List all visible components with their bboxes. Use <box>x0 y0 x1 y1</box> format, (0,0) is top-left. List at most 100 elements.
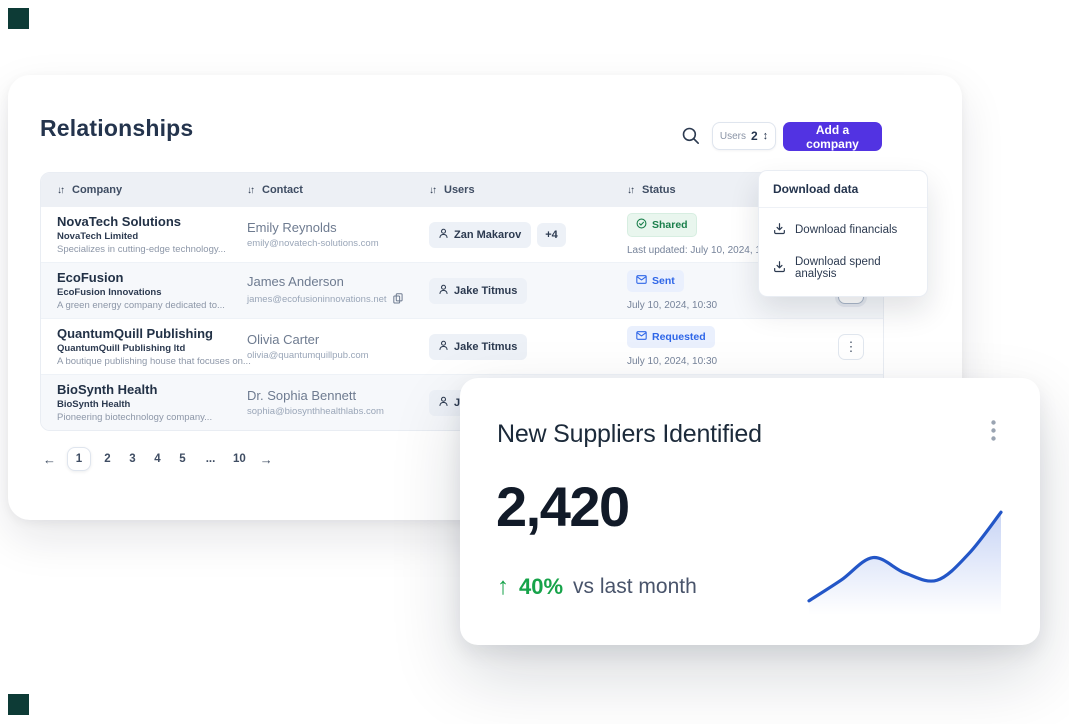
next-page-button[interactable]: → <box>257 447 276 471</box>
pagination-ellipsis: ... <box>205 453 216 465</box>
company-description: Specializes in cutting-edge technology..… <box>57 243 226 255</box>
status-cell: Shared Last updated: July 10, 2024, 10:3… <box>627 213 819 256</box>
kpi-value: 2,420 <box>496 475 630 538</box>
column-label: Status <box>642 184 676 196</box>
company-cell: NovaTech Solutions NovaTech Limited Spec… <box>57 214 247 255</box>
users-cell: Jake Titmus <box>429 333 627 360</box>
company-cell: QuantumQuill Publishing QuantumQuill Pub… <box>57 326 251 367</box>
column-header-status[interactable]: ↓↑ Status <box>627 184 819 196</box>
company-legal-name: NovaTech Limited <box>57 230 139 242</box>
kpi-title: New Suppliers Identified <box>497 420 762 448</box>
download-icon <box>773 260 786 276</box>
page-button-1[interactable]: 1 <box>67 447 91 471</box>
contact-email: olivia@quantumquillpub.com <box>247 350 429 361</box>
user-chip[interactable]: Zan Makarov <box>429 221 532 248</box>
kpi-delta-row: ↑ 40% vs last month <box>497 574 697 600</box>
decorative-square-bottom <box>8 694 29 715</box>
pagination: ← 1 2 3 4 5 ... 10 → <box>40 447 276 471</box>
menu-item-label: Download spend analysis <box>795 256 881 280</box>
users-cell: Jake Titmus <box>429 277 627 304</box>
sort-icon: ↓↑ <box>627 184 635 196</box>
company-name: NovaTech Solutions <box>57 214 181 230</box>
contact-cell: James Anderson james@ecofusioninnovation… <box>247 274 429 307</box>
add-company-button[interactable]: Add a company <box>783 122 882 151</box>
column-header-company[interactable]: ↓↑ Company <box>57 184 247 196</box>
table-row: QuantumQuill Publishing QuantumQuill Pub… <box>41 318 883 374</box>
company-description: Pioneering biotechnology company... <box>57 411 213 423</box>
column-header-users[interactable]: ↓↑ Users <box>429 184 627 196</box>
page-button-10[interactable]: 10 <box>230 447 249 471</box>
status-badge: Shared <box>627 213 697 237</box>
mail-icon <box>636 331 647 343</box>
users-cell: Zan Makarov +4 <box>429 221 627 248</box>
sort-icon: ↓↑ <box>57 184 65 196</box>
search-button[interactable] <box>680 126 702 148</box>
contact-name: James Anderson <box>247 274 344 289</box>
company-cell: BioSynth Health BioSynth Health Pioneeri… <box>57 382 247 423</box>
copy-email-button[interactable] <box>392 292 403 307</box>
contact-email: james@ecofusioninnovations.net <box>247 292 429 307</box>
table-row: NovaTech Solutions NovaTech Limited Spec… <box>41 207 883 262</box>
download-data-menu: Download data Download financials Downlo… <box>758 170 928 297</box>
status-timestamp: July 10, 2024, 10:30 <box>627 300 718 311</box>
table-row: EcoFusion EcoFusion Innovations A green … <box>41 262 883 318</box>
users-overflow-chip[interactable]: +4 <box>537 222 566 247</box>
column-label: Company <box>72 184 123 196</box>
contact-cell: Olivia Carter olivia@quantumquillpub.com <box>247 332 429 361</box>
company-legal-name: BioSynth Health <box>57 398 131 410</box>
kpi-menu-button[interactable] <box>982 418 1004 446</box>
email-text: james@ecofusioninnovations.net <box>247 294 387 305</box>
menu-item-download-spend-analysis[interactable]: Download spend analysis <box>759 247 927 289</box>
status-timestamp: Last updated: July 10, 2024, 10:30 <box>627 245 781 256</box>
users-filter-select[interactable]: Users 2 ↕ <box>712 122 776 150</box>
contact-name: Emily Reynolds <box>247 220 337 235</box>
page-button-4[interactable]: 4 <box>149 447 166 471</box>
status-badge: Requested <box>627 326 715 348</box>
email-text: sophia@biosynthhealthlabs.com <box>247 406 384 417</box>
company-cell: EcoFusion EcoFusion Innovations A green … <box>57 270 247 311</box>
company-name: EcoFusion <box>57 270 124 286</box>
table-header-row: ↓↑ Company ↓↑ Contact ↓↑ Users ↓↑ Status <box>41 173 883 207</box>
user-chip[interactable]: Jake Titmus <box>429 277 528 304</box>
company-legal-name: QuantumQuill Publishing ltd <box>57 342 186 354</box>
page-button-2[interactable]: 2 <box>99 447 116 471</box>
previous-page-button[interactable]: ← <box>40 447 59 471</box>
contact-name: Olivia Carter <box>247 332 320 347</box>
contact-email: emily@novatech-solutions.com <box>247 238 429 249</box>
download-menu-list: Download financials Download spend analy… <box>759 208 927 296</box>
company-description: A boutique publishing house that focuses… <box>57 355 251 367</box>
sort-icon: ↓↑ <box>429 184 437 196</box>
download-menu-title: Download data <box>759 171 927 208</box>
kpi-delta-percent: 40% <box>519 574 564 599</box>
kpi-card-new-suppliers: New Suppliers Identified 2,420 ↑ 40% vs … <box>460 378 1040 645</box>
status-label: Requested <box>652 331 706 343</box>
sort-icon: ↓↑ <box>247 184 255 196</box>
person-icon <box>439 396 448 410</box>
company-legal-name: EcoFusion Innovations <box>57 286 162 298</box>
contact-email: sophia@biosynthhealthlabs.com <box>247 406 429 417</box>
user-chip-label: Jake Titmus <box>454 340 518 353</box>
kpi-comparison-label: vs last month <box>573 575 697 598</box>
user-chip[interactable]: Jake Titmus <box>429 333 528 360</box>
user-chip-label: Jake Titmus <box>454 284 518 297</box>
column-header-contact[interactable]: ↓↑ Contact <box>247 184 429 196</box>
copy-icon <box>392 292 403 307</box>
company-name: BioSynth Health <box>57 382 158 398</box>
company-name: QuantumQuill Publishing <box>57 326 213 342</box>
column-label: Users <box>444 184 475 196</box>
person-icon <box>439 340 448 354</box>
menu-item-download-financials[interactable]: Download financials <box>759 213 927 247</box>
contact-cell: Emily Reynolds emily@novatech-solutions.… <box>247 220 429 249</box>
status-label: Shared <box>652 219 688 231</box>
up-down-arrows-icon: ↕ <box>762 129 769 142</box>
menu-item-label: Download financials <box>795 224 898 236</box>
search-icon <box>681 127 701 149</box>
row-menu-button[interactable]: ⋮ <box>838 333 864 360</box>
company-description: A green energy company dedicated to... <box>57 299 225 311</box>
contact-cell: Dr. Sophia Bennett sophia@biosynthhealth… <box>247 388 429 417</box>
status-badge: Sent <box>627 270 684 292</box>
status-cell: Requested July 10, 2024, 10:30 <box>627 326 819 367</box>
column-label: Contact <box>262 184 303 196</box>
page-button-5[interactable]: 5 <box>174 447 191 471</box>
page-button-3[interactable]: 3 <box>124 447 141 471</box>
